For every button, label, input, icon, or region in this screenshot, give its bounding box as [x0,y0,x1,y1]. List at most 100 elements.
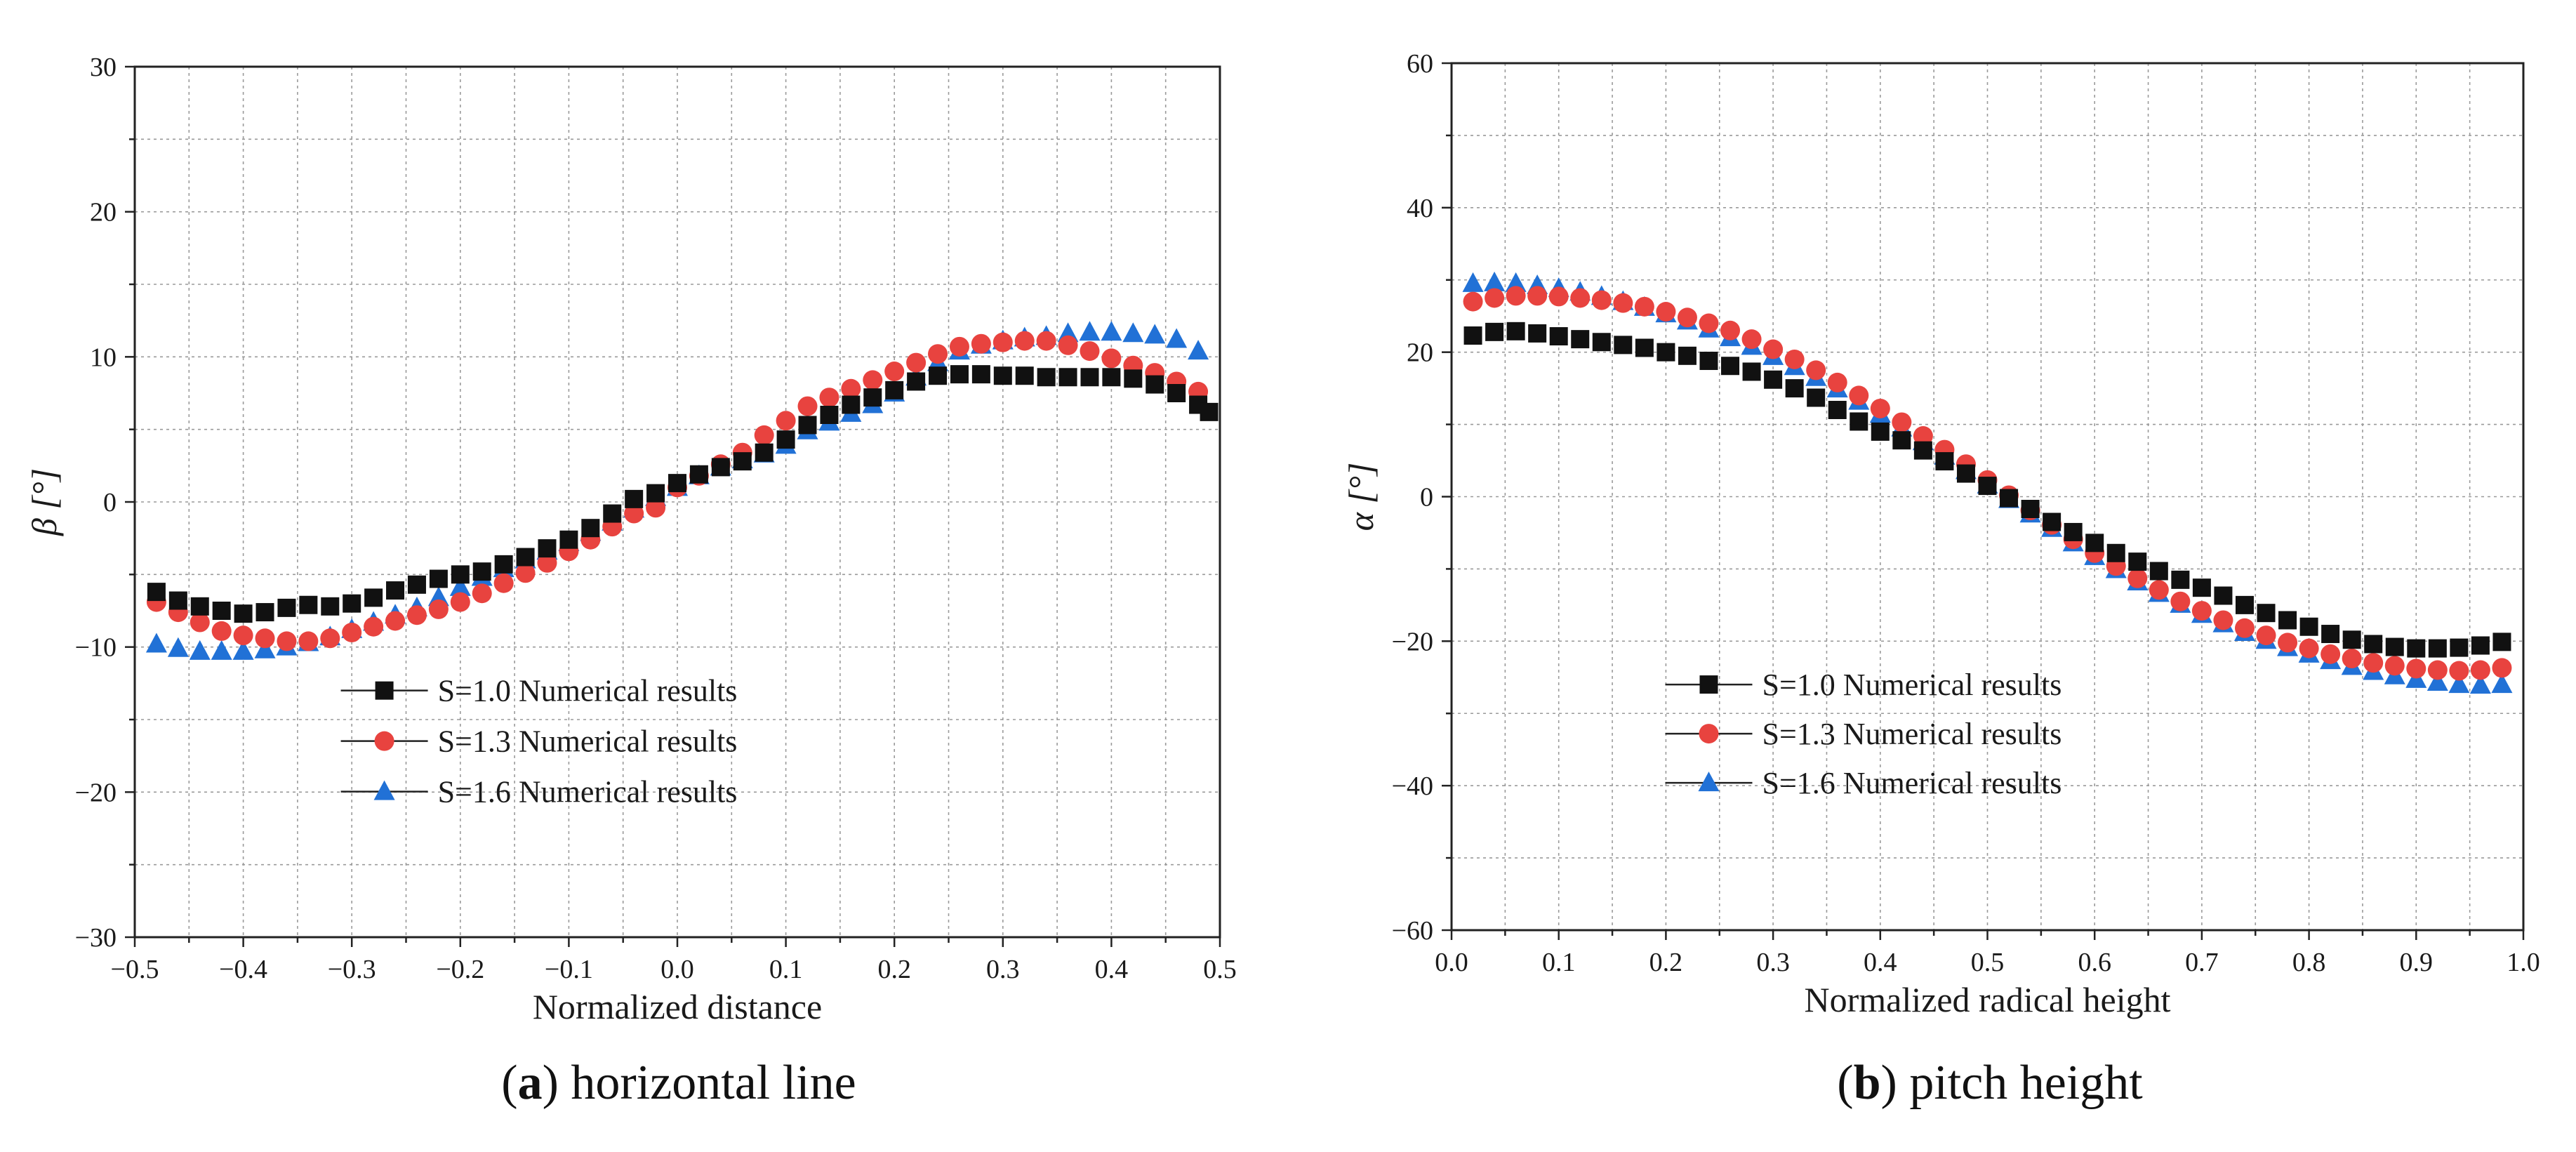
chart-a-point [1101,348,1122,369]
chart-a-point [254,638,276,658]
chart-a-point [537,552,557,573]
chart-a-point [1015,366,1034,385]
chart-b-x-tick-label: 0.4 [1864,948,1897,977]
chart-b-point [1784,349,1805,369]
chart-a-point [189,640,211,660]
chart-a-point [298,631,319,651]
chart-b-legend-entry: S=1.6 Numerical results [1665,766,2062,800]
chart-a-point [147,583,166,602]
chart-a-y-tick-label: −20 [75,778,117,807]
chart-b-point [1677,307,1697,328]
chart-b-point [2448,673,2470,694]
chart-b-x-ticks: 0.0 0.1 0.2 0.3 0.4 0.5 0.6 0.7 0.8 0.9 1.0 [1435,948,2540,977]
chart-b-point [2234,618,2255,638]
chart-b-point [1571,330,1590,349]
chart-a-x-tick-label: 0.5 [1203,955,1237,984]
chart-a-point [234,604,253,623]
chart-a-point [277,631,297,651]
chart-a-series-1 [147,365,1219,623]
chart-b-point [2128,552,2147,571]
chart-a-grid [135,67,1220,937]
chart-b-legend-marker [1698,772,1720,792]
chart-b-point [2256,625,2276,646]
chart-a-legend: S=1.0 Numerical results S=1.3 Numerical r… [340,674,737,809]
chart-a-point [776,430,795,449]
chart-b-point [1913,426,1933,446]
chart-a-point [1101,321,1122,341]
chart-a-point [798,416,817,435]
chart-b-point [2235,595,2254,614]
chart-a-y-tick-label: −30 [75,923,117,953]
chart-b-point [1485,288,1505,308]
chart-a-x-tick-label: −0.4 [219,955,267,984]
chart-a-point [755,443,774,462]
chart-a-x-tick-label: 0.3 [986,955,1020,984]
chart-a-point [321,597,340,616]
chart-a-point [820,406,839,424]
chart-a-point [342,623,362,642]
chart-a-point [971,365,990,384]
chart-b-point [1505,272,1527,292]
chart-a-x-tick-label: 0.2 [877,955,911,984]
chart-b-y-tick-label: 20 [1407,338,1433,368]
chart-b-frame [1442,62,2525,940]
chart-a-point [1037,368,1056,387]
chart-a-point [451,565,470,584]
chart-b-y-tick-label: −20 [1392,627,1433,656]
chart-b-point [1721,357,1740,376]
chart-a-point [515,563,536,583]
chart-b-point [1785,379,1804,398]
chart-a-point [386,581,405,600]
chart-b-point [1463,326,1482,345]
chart-b-grid [1452,63,2523,930]
chart-b-point [1528,324,1547,343]
chart-a-point [797,396,818,416]
chart-a-point [646,484,665,503]
chart-b-point [2471,636,2490,655]
chart-b-point [2492,658,2512,678]
chart-a-y-tick-label: 0 [103,488,117,517]
chart-b-point [1807,388,1826,407]
chart-b-point [1462,272,1484,292]
chart-a-point [190,597,209,616]
chart-b-y-tick-label: 40 [1407,194,1433,223]
chart-a-point [993,366,1012,385]
chart-a-point [559,530,578,549]
chart-b-point [2170,591,2191,611]
chart-a-point [950,365,969,384]
chart-b-point [1763,339,1784,359]
chart-a-point [907,372,926,391]
chart-b-point [1678,346,1697,365]
chart-a-point [949,336,969,357]
chart-b-x-axis-label: Normalized radical height [1805,980,2171,1019]
chart-a-point [1014,331,1035,351]
chart-b-point [2000,489,2019,508]
chart-a-point [929,366,948,385]
chart-a-point [168,591,187,610]
chart-b-point [2191,601,2212,621]
chart-b-point [1892,431,1911,450]
chart-b-point [1913,441,1932,460]
chart-b-point [2064,522,2083,541]
chart-b-x-tick-label: 0.9 [2400,948,2434,977]
chart-b-point [2149,580,2169,600]
chart-b-point [1870,398,1890,418]
chart-a-y-ticks: −30 −20 −10 0 10 20 30 [75,53,117,953]
chart-a-legend-entry: S=1.3 Numerical results [340,724,737,759]
chart-a-point [211,621,232,641]
chart-a-point [1166,328,1188,348]
chart-b-legend-label: S=1.3 Numerical results [1762,717,2062,751]
chart-a-x-tick-label: 0.4 [1095,955,1129,984]
chart-b-point [2278,633,2298,653]
chart-b-point [1634,296,1654,317]
chart-a-y-tick-label: 10 [90,343,117,372]
chart-b-point [2384,656,2405,676]
chart-b-y-tick-label: 60 [1407,49,1433,79]
chart-b-point [2406,658,2426,679]
chart-a-x-tick-label: 0.1 [769,955,803,984]
chart-a-legend-marker [374,731,394,751]
chart-a-point [1058,368,1077,387]
chart-a-y-tick-label: 30 [90,53,117,82]
chart-a-point [493,573,514,593]
